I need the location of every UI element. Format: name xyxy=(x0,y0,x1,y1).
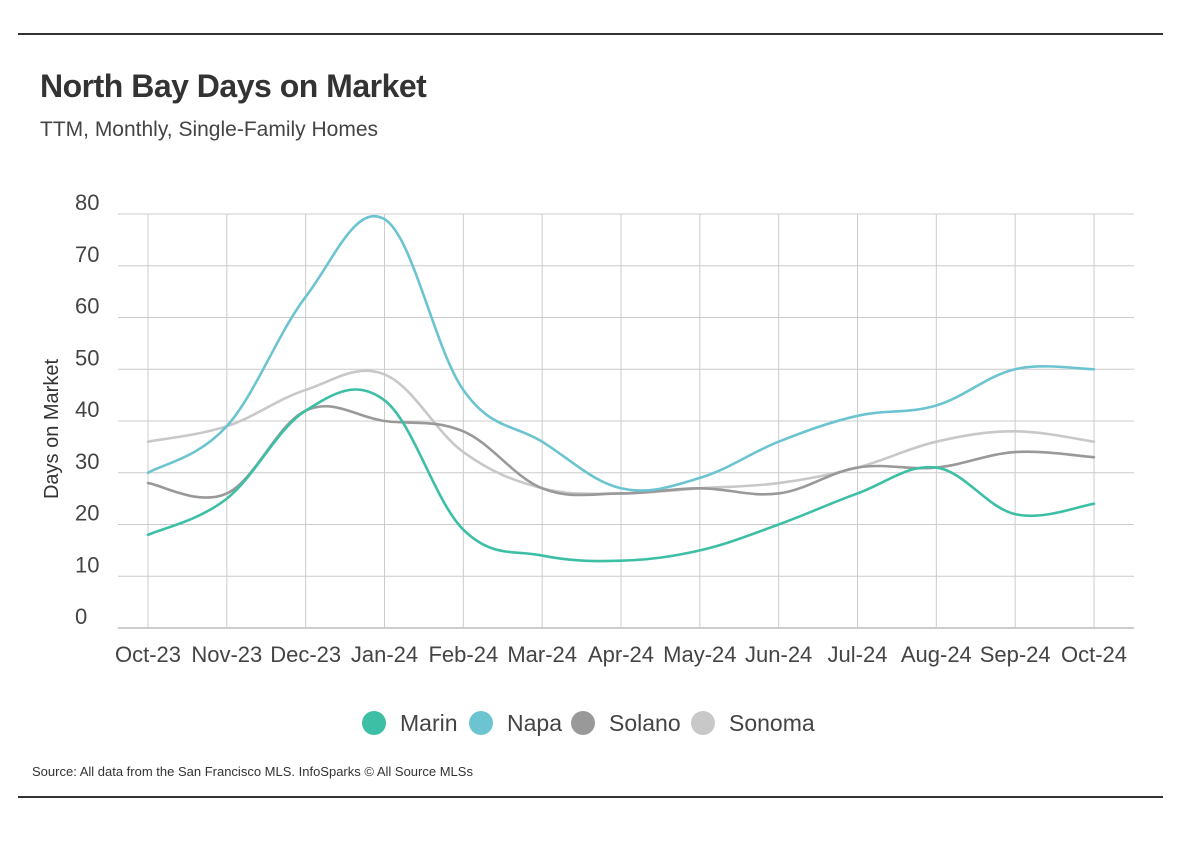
legend-label-napa: Napa xyxy=(507,710,562,736)
x-tick-label: Jun-24 xyxy=(745,642,812,667)
x-tick-label: Oct-23 xyxy=(115,642,181,667)
legend-marker-sonoma xyxy=(691,711,715,735)
x-tick-label: Apr-24 xyxy=(588,642,654,667)
bottom-rule xyxy=(18,796,1163,798)
y-tick-label: 0 xyxy=(75,604,87,629)
y-tick-label: 80 xyxy=(75,190,99,215)
y-tick-label: 70 xyxy=(75,242,99,267)
x-tick-label: Sep-24 xyxy=(980,642,1051,667)
series-line-napa xyxy=(146,215,1096,492)
x-tick-label: Feb-24 xyxy=(428,642,498,667)
y-tick-label: 20 xyxy=(75,501,99,526)
x-tick-label: Jul-24 xyxy=(828,642,888,667)
x-tick-label: Dec-23 xyxy=(270,642,341,667)
x-tick-label: Nov-23 xyxy=(191,642,262,667)
x-tick-label: May-24 xyxy=(663,642,736,667)
source-note: Source: All data from the San Francisco … xyxy=(32,764,473,779)
top-rule xyxy=(18,33,1163,35)
chart-subtitle: TTM, Monthly, Single-Family Homes xyxy=(40,118,379,141)
y-tick-label: 60 xyxy=(75,294,99,319)
y-tick-label: 40 xyxy=(75,397,99,422)
x-tick-label: Aug-24 xyxy=(901,642,972,667)
chart-title: North Bay Days on Market xyxy=(40,68,427,104)
x-tick-label: Oct-24 xyxy=(1061,642,1127,667)
x-tick-label: Mar-24 xyxy=(507,642,577,667)
y-tick-label: 10 xyxy=(75,552,99,577)
legend-label-marin: Marin xyxy=(400,710,458,736)
legend-marker-solano xyxy=(571,711,595,735)
y-tick-label: 50 xyxy=(75,345,99,370)
legend-marker-marin xyxy=(362,711,386,735)
y-tick-label: 30 xyxy=(75,449,99,474)
legend-label-sonoma: Sonoma xyxy=(729,710,815,736)
series-line-marin xyxy=(146,388,1096,563)
y-axis-label: Days on Market xyxy=(41,359,63,499)
x-tick-label: Jan-24 xyxy=(351,642,418,667)
legend-label-solano: Solano xyxy=(609,710,681,736)
legend-marker-napa xyxy=(469,711,493,735)
